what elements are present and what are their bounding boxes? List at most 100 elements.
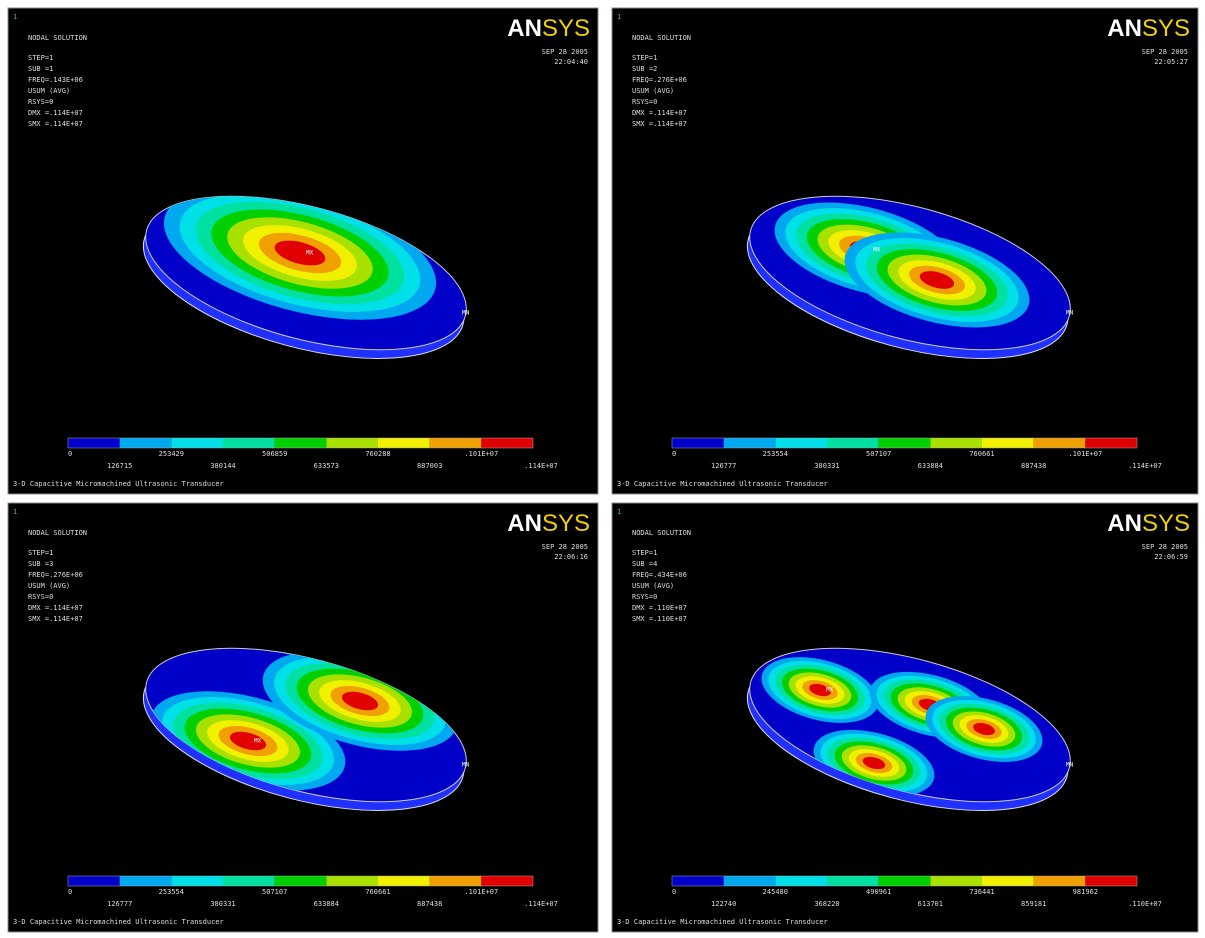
legend-swatch — [930, 876, 982, 886]
legend-swatch — [982, 876, 1034, 886]
legend-swatch — [430, 876, 482, 886]
legend-swatch — [724, 876, 776, 886]
legend-label: 253554 — [763, 450, 788, 458]
legend-label: 633884 — [918, 462, 943, 470]
legend-label: .101E+07 — [1068, 450, 1102, 458]
legend-label: .101E+07 — [464, 450, 498, 458]
legend-swatch — [1085, 876, 1137, 886]
caption: 3-D Capacitive Micromachined Ultrasonic … — [13, 918, 224, 926]
legend-swatch — [879, 876, 931, 886]
legend-label: 760661 — [969, 450, 994, 458]
legend-label: 859181 — [1021, 900, 1046, 908]
caption: 3-D Capacitive Micromachined Ultrasonic … — [617, 918, 828, 926]
logo-an: AN — [507, 510, 542, 537]
date: SEP 28 2005 — [1142, 48, 1188, 56]
info-line: FREQ=.276E+06 — [28, 571, 83, 579]
min-label: MN — [1066, 762, 1074, 769]
info-line: SUB =2 — [632, 65, 657, 73]
info-line: FREQ=.434E+06 — [632, 571, 687, 579]
info-line: DMX =.114E+07 — [632, 109, 687, 117]
legend-label: 981962 — [1073, 888, 1098, 896]
legend-swatch — [68, 438, 120, 448]
legend-swatch — [827, 876, 879, 886]
legend-label: 126777 — [711, 462, 736, 470]
min-label: MN — [1066, 310, 1074, 317]
legend-label: 0 — [68, 888, 72, 896]
legend-swatch — [481, 876, 533, 886]
legend-label: 507107 — [262, 888, 287, 896]
time: 22:05:27 — [1154, 58, 1188, 66]
logo-an: AN — [507, 15, 542, 42]
max-label: MX — [873, 247, 881, 254]
legend-swatch — [171, 438, 223, 448]
legend-swatch — [171, 876, 223, 886]
legend-swatch — [879, 438, 931, 448]
logo-sys: SYS — [542, 15, 590, 42]
legend-label: .101E+07 — [464, 888, 498, 896]
info-line: FREQ=.143E+06 — [28, 76, 83, 84]
time: 22:04:40 — [554, 58, 588, 66]
legend-label: 380144 — [210, 462, 235, 470]
legend-swatch — [275, 876, 327, 886]
legend-swatch — [223, 438, 275, 448]
info-line: SUB =1 — [28, 65, 53, 73]
legend-swatch — [481, 438, 533, 448]
legend-swatch — [775, 876, 827, 886]
legend-label: 245480 — [763, 888, 788, 896]
legend-label: 380331 — [210, 900, 235, 908]
window-number: 1 — [13, 13, 17, 21]
legend-label: 368220 — [814, 900, 839, 908]
logo-an: AN — [1107, 510, 1142, 537]
info-line: SMX =.114E+07 — [28, 615, 83, 623]
max-label: MX — [254, 738, 262, 745]
date: SEP 28 2005 — [542, 543, 588, 551]
heading: NODAL SOLUTION — [632, 34, 691, 42]
legend-label: 253429 — [159, 450, 184, 458]
legend-label: 736441 — [969, 888, 994, 896]
logo-sys: SYS — [542, 510, 590, 537]
window-number: 1 — [617, 13, 621, 21]
heading: NODAL SOLUTION — [28, 529, 87, 537]
info-line: SMX =.114E+07 — [28, 120, 83, 128]
legend-swatch — [120, 438, 172, 448]
time: 22:06:16 — [554, 553, 588, 561]
min-label: MN — [462, 762, 470, 769]
legend-label: 253554 — [159, 888, 184, 896]
info-line: RSYS=0 — [28, 593, 53, 601]
info-line: FREQ=.276E+06 — [632, 76, 687, 84]
legend-swatch — [672, 438, 724, 448]
legend-swatch — [223, 876, 275, 886]
info-line: DMX =.110E+07 — [632, 604, 687, 612]
legend-swatch — [724, 438, 776, 448]
legend-label: 0 — [68, 450, 72, 458]
legend-swatch — [827, 438, 879, 448]
info-line: USUM (AVG) — [28, 582, 70, 590]
legend-label: 380331 — [814, 462, 839, 470]
legend-label: 887003 — [417, 462, 442, 470]
caption: 3-D Capacitive Micromachined Ultrasonic … — [617, 480, 828, 488]
min-label: MN — [462, 310, 470, 317]
legend-swatch — [672, 876, 724, 886]
legend-label: 507107 — [866, 450, 891, 458]
legend-swatch — [1034, 876, 1086, 886]
legend-swatch — [275, 438, 327, 448]
info-line: DMX =.114E+07 — [28, 109, 83, 117]
screenshot: 1 NODAL SOLUTION STEP=1 SUB =1 FREQ=.143E+06… — [0, 0, 1205, 938]
legend-swatch — [120, 876, 172, 886]
logo: ANSYS — [507, 15, 590, 42]
legend-swatch — [775, 438, 827, 448]
legend-swatch — [68, 876, 120, 886]
legend-label: 760288 — [365, 450, 390, 458]
info-line: STEP=1 — [28, 549, 53, 557]
legend-swatch — [1034, 438, 1086, 448]
info-line: USUM (AVG) — [28, 87, 70, 95]
legend-label: 506859 — [262, 450, 287, 458]
legend-swatch — [378, 876, 430, 886]
info-line: SUB =3 — [28, 560, 53, 568]
legend-label: 887438 — [417, 900, 442, 908]
info-line: STEP=1 — [632, 54, 657, 62]
legend-swatch — [1085, 438, 1137, 448]
legend-label: 0 — [672, 888, 676, 896]
